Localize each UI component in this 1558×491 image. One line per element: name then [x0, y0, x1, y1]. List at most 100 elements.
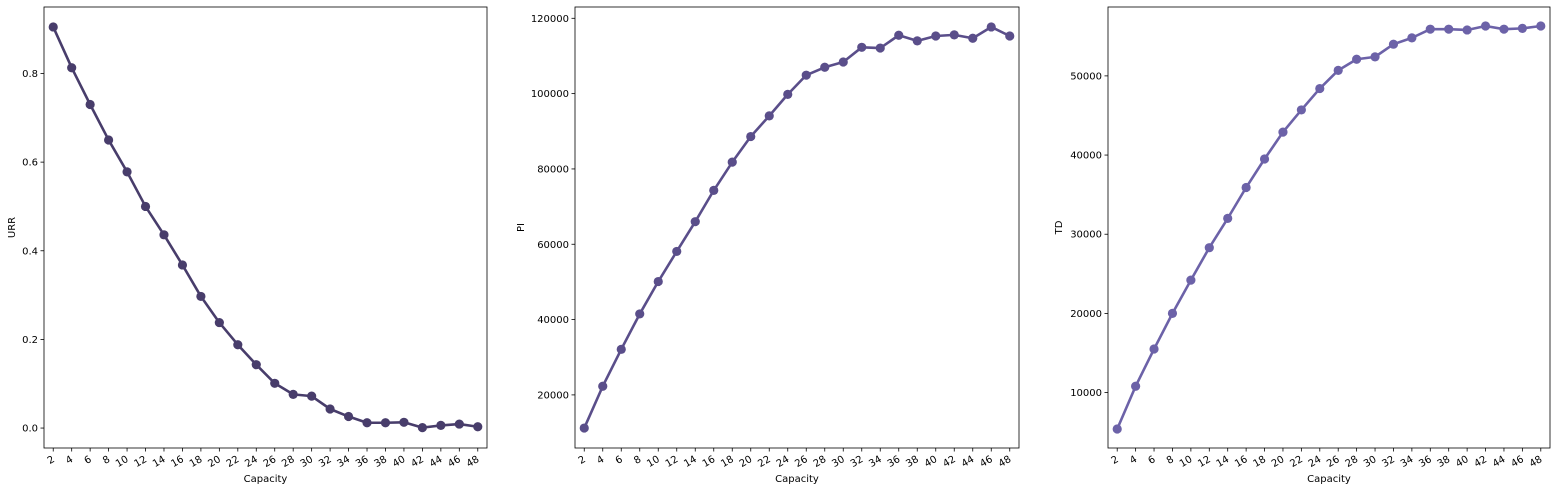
- x-axis-label: Capacity: [244, 474, 288, 485]
- data-point: [931, 31, 941, 41]
- x-tick-label: 8: [632, 454, 643, 467]
- y-axis-label: URR: [7, 217, 18, 238]
- data-point: [690, 217, 700, 227]
- x-tick-label: 4: [64, 454, 75, 467]
- data-point: [1241, 182, 1251, 193]
- y-axis-label: PI: [516, 223, 527, 232]
- data-point: [875, 43, 885, 53]
- x-tick-label: 40: [391, 454, 408, 470]
- data-point: [1517, 23, 1527, 33]
- y-tick-label: 10000: [1070, 388, 1102, 399]
- x-tick-label: 2: [46, 454, 57, 467]
- data-point: [1149, 344, 1159, 354]
- x-tick-label: 38: [372, 454, 389, 470]
- x-tick-label: 16: [701, 454, 718, 470]
- x-tick-label: 6: [1147, 454, 1158, 467]
- x-tick-label: 20: [206, 454, 223, 470]
- x-tick-label: 4: [1128, 454, 1139, 467]
- data-point: [436, 420, 446, 430]
- y-tick-label: 40000: [1070, 151, 1102, 162]
- x-axis-label: Capacity: [1307, 474, 1351, 485]
- y-axis-label: TD: [1054, 220, 1065, 235]
- data-point: [616, 344, 626, 354]
- x-tick-label: 38: [1436, 454, 1453, 470]
- x-tick-label: 16: [169, 454, 186, 470]
- data-point: [1296, 105, 1306, 115]
- data-point: [986, 22, 996, 32]
- x-tick-label: 30: [830, 454, 847, 470]
- data-point: [417, 423, 427, 433]
- y-tick-label: 0.8: [22, 69, 38, 80]
- x-tick-label: 20: [738, 454, 755, 470]
- y-tick-label: 0.0: [22, 424, 38, 435]
- data-point: [598, 381, 608, 391]
- x-tick-label: 6: [83, 454, 94, 467]
- data-point: [362, 418, 372, 428]
- x-tick-label: 20: [1270, 454, 1287, 470]
- x-tick-label: 14: [1215, 454, 1232, 470]
- data-point: [85, 99, 95, 110]
- data-point: [48, 22, 58, 32]
- x-tick-label: 42: [1473, 454, 1490, 470]
- data-point: [1223, 213, 1233, 223]
- data-point: [672, 246, 682, 257]
- plot-frame: [1107, 6, 1551, 449]
- x-tick-label: 22: [225, 454, 242, 470]
- data-point: [251, 360, 261, 370]
- x-tick-label: 44: [1491, 454, 1508, 470]
- x-tick-label: 24: [775, 454, 792, 470]
- data-point: [1499, 24, 1509, 34]
- data-point: [307, 391, 317, 401]
- x-tick-label: 26: [262, 454, 279, 470]
- x-tick-label: 28: [812, 454, 829, 470]
- plot-frame: [574, 6, 1020, 449]
- x-tick-label: 34: [336, 454, 353, 470]
- x-tick-label: 30: [299, 454, 316, 470]
- x-tick-label: 2: [1110, 454, 1121, 467]
- data-point: [67, 63, 77, 73]
- data-point: [912, 36, 922, 46]
- plot-frame: [43, 6, 488, 449]
- data-point: [1315, 83, 1325, 94]
- x-tick-label: 46: [1509, 454, 1526, 470]
- x-tick-label: 24: [1307, 454, 1324, 470]
- data-point: [177, 260, 188, 270]
- x-tick-label: 38: [904, 454, 921, 470]
- x-tick-label: 6: [614, 454, 625, 467]
- x-tick-label: 36: [354, 454, 371, 470]
- x-tick-label: 18: [1252, 454, 1269, 470]
- chart-panel-td: 2 4 6 8 10 12 14 16 18 20 22 24 26 28 30 32 34 36 38 40 42 44…: [1054, 6, 1551, 485]
- x-tick-label: 16: [1233, 454, 1250, 470]
- x-tick-label: 12: [1196, 454, 1213, 470]
- x-tick-label: 22: [756, 454, 773, 470]
- x-tick-label: 28: [1344, 454, 1361, 470]
- x-tick-label: 8: [1165, 454, 1176, 467]
- x-tick-label: 46: [446, 454, 463, 470]
- data-point: [380, 418, 391, 428]
- x-tick-label: 12: [132, 454, 149, 470]
- x-tick-label: 4: [595, 454, 606, 467]
- data-point: [801, 70, 811, 80]
- data-point: [454, 419, 464, 429]
- data-point: [122, 167, 132, 177]
- data-point: [233, 340, 243, 350]
- x-tick-label: 32: [1380, 454, 1397, 470]
- x-axis-label: Capacity: [775, 474, 819, 485]
- data-point: [1167, 308, 1178, 319]
- x-tick-label: 48: [997, 454, 1014, 470]
- y-tick-label: 30000: [1070, 230, 1102, 241]
- data-point: [1388, 39, 1399, 49]
- x-tick-label: 10: [114, 454, 131, 470]
- x-tick-label: 44: [960, 454, 977, 470]
- data-point: [894, 30, 904, 40]
- x-tick-label: 36: [1417, 454, 1434, 470]
- x-tick-label: 48: [1528, 454, 1545, 470]
- data-point: [764, 111, 774, 121]
- x-tick-label: 34: [867, 454, 884, 470]
- data-point: [399, 417, 409, 427]
- x-tick-label: 28: [280, 454, 297, 470]
- data-point: [949, 30, 959, 40]
- data-point: [1186, 275, 1196, 285]
- x-tick-label: 48: [465, 454, 482, 470]
- y-tick-label: 0.2: [22, 335, 38, 346]
